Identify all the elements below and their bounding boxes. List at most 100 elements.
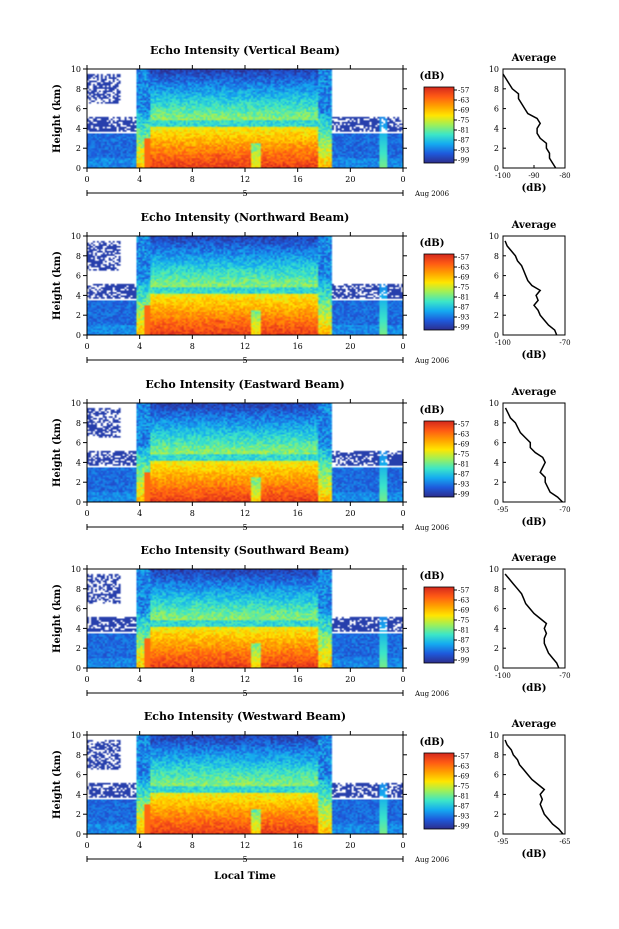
x-tick-label: 0 <box>84 841 89 850</box>
x-tick-label: 12 <box>240 841 250 850</box>
profile-title: Average <box>511 220 557 231</box>
date-label: Aug 2006 <box>414 690 450 698</box>
y-tick-label: 10 <box>71 731 81 740</box>
y-tick-label: 2 <box>76 144 81 153</box>
panel-3: Echo Intensity (Southward Beam) 0 2 4 6 8 10 He… <box>52 544 571 698</box>
y-tick-label: 0 <box>76 164 81 173</box>
y-tick-label: 2 <box>76 478 81 487</box>
colorbar-tick-label: -93 <box>458 647 469 655</box>
profile-x-tick-label: -100 <box>495 672 511 680</box>
x-tick-label: 16 <box>293 175 303 184</box>
y-tick-label: 4 <box>76 790 81 799</box>
y-tick-label: 0 <box>76 830 81 839</box>
x-tick-label: 8 <box>190 342 195 351</box>
y-tick-label: 8 <box>76 252 81 261</box>
y-tick-label: 8 <box>76 751 81 760</box>
profile-title: Average <box>511 719 557 730</box>
x-tick-label: 0 <box>84 509 89 518</box>
profile-y-tick-label: 6 <box>494 272 499 281</box>
profile-title: Average <box>511 53 557 64</box>
colorbar-tick-label: -63 <box>458 597 469 605</box>
profile-y-tick-label: 8 <box>494 85 499 94</box>
y-tick-label: 10 <box>71 399 81 408</box>
profile-x-label: (dB) <box>522 350 547 361</box>
x-tick-label: 20 <box>345 509 355 518</box>
colorbar-tick-label: -69 <box>458 441 469 449</box>
y-tick-label: 8 <box>76 585 81 594</box>
profile-y-tick-label: 2 <box>494 478 499 487</box>
profile-line <box>504 240 558 336</box>
colorbar-tick-label: -87 <box>458 637 469 645</box>
profile-line <box>504 739 564 835</box>
profile-x-tick-label: -95 <box>497 838 508 846</box>
colorbar-tick-label: -99 <box>458 657 469 665</box>
x-tick-label: 20 <box>345 342 355 351</box>
date-label: Aug 2006 <box>414 357 450 365</box>
profile-y-tick-label: 2 <box>494 144 499 153</box>
colorbar-tick-label: -57 <box>458 421 469 429</box>
profile-x-label: (dB) <box>522 849 547 860</box>
profile-y-tick-label: 0 <box>494 664 499 673</box>
x-tick-label: 20 <box>345 675 355 684</box>
colorbar-tick-label: -99 <box>458 157 469 165</box>
day-label: 5 <box>242 689 247 698</box>
colorbar <box>423 420 455 498</box>
profile-y-tick-label: 6 <box>494 605 499 614</box>
date-label: Aug 2006 <box>414 524 450 532</box>
profile-y-tick-label: 10 <box>489 731 499 740</box>
profile-y-tick-label: 4 <box>494 124 499 133</box>
profile-y-tick-label: 0 <box>494 331 499 340</box>
y-tick-label: 6 <box>76 272 81 281</box>
profile-frame <box>502 235 566 336</box>
profile-y-tick-label: 6 <box>494 105 499 114</box>
panel-title: Echo Intensity (Northward Beam) <box>141 211 350 224</box>
colorbar-tick-label: -75 <box>458 783 469 791</box>
colorbar-unit: (dB) <box>420 737 445 748</box>
profile-frame <box>502 734 566 835</box>
x-tick-label: 4 <box>137 509 142 518</box>
y-tick-label: 4 <box>76 291 81 300</box>
x-tick-label: 12 <box>240 175 250 184</box>
colorbar-tick-label: -81 <box>458 294 469 302</box>
profile-y-tick-label: 10 <box>489 399 499 408</box>
x-tick-label: 16 <box>293 841 303 850</box>
profile-y-tick-label: 4 <box>494 624 499 633</box>
y-axis-label: Height (km) <box>52 251 63 320</box>
y-tick-label: 4 <box>76 458 81 467</box>
colorbar-tick-label: -75 <box>458 284 469 292</box>
day-label: 5 <box>242 189 247 198</box>
x-tick-label: 8 <box>190 175 195 184</box>
y-tick-label: 0 <box>76 498 81 507</box>
colorbar <box>423 253 455 331</box>
x-tick-label: 16 <box>293 675 303 684</box>
profile-line <box>502 73 557 169</box>
profile-y-tick-label: 6 <box>494 439 499 448</box>
profile-frame <box>502 568 566 669</box>
x-axis-label: Local Time <box>214 871 276 882</box>
profile-x-tick-label: -100 <box>495 339 511 347</box>
y-tick-label: 6 <box>76 439 81 448</box>
x-tick-label: 4 <box>137 342 142 351</box>
profile-x-tick-label: -95 <box>497 506 508 514</box>
profile-y-tick-label: 6 <box>494 771 499 780</box>
profile-line <box>504 573 560 669</box>
x-tick-label: 20 <box>345 841 355 850</box>
profile-x-tick-label: -65 <box>559 838 570 846</box>
profile-y-tick-label: 2 <box>494 311 499 320</box>
profile-x-label: (dB) <box>522 683 547 694</box>
colorbar-tick-label: -75 <box>458 451 469 459</box>
colorbar-tick-label: -63 <box>458 97 469 105</box>
colorbar-tick-label: -87 <box>458 137 469 145</box>
colorbar-tick-label: -75 <box>458 117 469 125</box>
day-label: 5 <box>242 356 247 365</box>
y-axis-label: Height (km) <box>52 750 63 819</box>
panel-title: Echo Intensity (Eastward Beam) <box>145 378 344 391</box>
colorbar-tick-label: -99 <box>458 491 469 499</box>
colorbar-tick-label: -93 <box>458 314 469 322</box>
colorbar-tick-label: -93 <box>458 813 469 821</box>
colorbar-tick-label: -87 <box>458 471 469 479</box>
profile-y-tick-label: 4 <box>494 291 499 300</box>
x-tick-label: 16 <box>293 509 303 518</box>
x-tick-label: 4 <box>137 175 142 184</box>
panel-4: Echo Intensity (Westward Beam) 0 2 4 6 8 10 Hei… <box>52 710 571 864</box>
